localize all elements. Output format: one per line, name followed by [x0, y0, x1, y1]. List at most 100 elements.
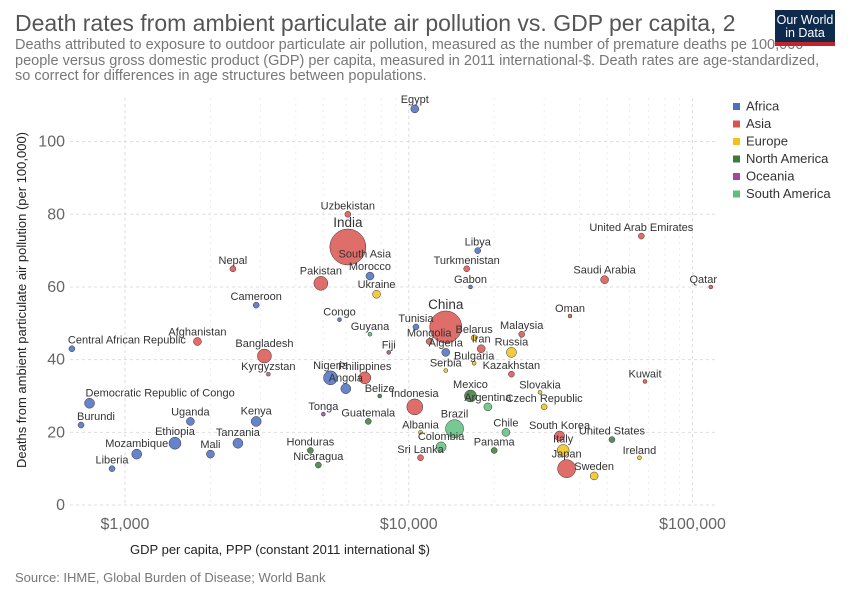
data-point[interactable]	[307, 447, 314, 454]
data-point[interactable]	[638, 232, 645, 240]
data-point[interactable]	[206, 449, 215, 459]
point-label: Japan	[552, 449, 582, 461]
legend-swatch	[733, 190, 740, 198]
data-point[interactable]	[540, 403, 548, 411]
data-point[interactable]	[425, 338, 433, 345]
data-point[interactable]	[367, 331, 373, 337]
data-point[interactable]	[435, 441, 447, 453]
data-point[interactable]	[418, 430, 423, 435]
chart-title: Death rates from ambient particulate air…	[15, 10, 736, 36]
data-point[interactable]	[131, 448, 142, 460]
data-point[interactable]	[372, 289, 381, 299]
data-point[interactable]	[518, 330, 525, 338]
point-label: Afghanistan	[168, 326, 226, 338]
data-point[interactable]	[410, 104, 420, 114]
point-label: Cameroon	[231, 291, 282, 303]
data-point[interactable]	[429, 310, 462, 344]
data-point[interactable]	[365, 418, 372, 425]
data-point[interactable]	[252, 301, 260, 309]
legend: Africa Asia Europe North America Oceania Sout…	[733, 99, 831, 201]
point-label: Mozambique	[105, 438, 168, 450]
data-point[interactable]	[554, 430, 565, 442]
data-point[interactable]	[266, 371, 271, 377]
legend-item[interactable]: South America	[746, 186, 831, 201]
data-point[interactable]	[567, 313, 573, 319]
data-point[interactable]	[642, 379, 648, 384]
point-label: Bangladesh	[235, 338, 293, 350]
point-label: Oman	[555, 303, 585, 315]
data-point[interactable]	[501, 428, 511, 437]
data-point[interactable]	[600, 275, 609, 284]
point-label: Ukraine	[358, 279, 396, 291]
point-label: United States	[579, 426, 646, 438]
legend-swatch	[733, 155, 740, 163]
data-point[interactable]	[412, 323, 420, 331]
point-label: Morocco	[349, 261, 391, 273]
data-point[interactable]	[386, 350, 391, 355]
data-point[interactable]	[257, 348, 272, 364]
data-point[interactable]	[340, 383, 352, 394]
data-point[interactable]	[329, 228, 367, 266]
data-point[interactable]	[441, 348, 450, 357]
data-point[interactable]	[337, 317, 342, 322]
data-point[interactable]	[68, 345, 76, 352]
point-label: Tonga	[308, 401, 339, 413]
data-point[interactable]	[84, 398, 95, 409]
data-point[interactable]	[443, 368, 448, 373]
data-point[interactable]	[537, 390, 543, 395]
data-point[interactable]	[463, 265, 470, 273]
data-point[interactable]	[406, 398, 424, 416]
point-label: China	[428, 297, 464, 312]
data-point[interactable]	[315, 461, 322, 469]
data-point[interactable]	[476, 344, 486, 353]
data-point[interactable]	[313, 276, 329, 291]
point-label: Kyrgyzstan	[241, 361, 295, 373]
point-label: Ethiopia	[155, 426, 196, 438]
point-label: Serbia	[430, 358, 463, 370]
data-point[interactable]	[556, 444, 570, 457]
data-point[interactable]	[471, 361, 477, 366]
data-point[interactable]	[637, 455, 642, 461]
data-point[interactable]	[344, 211, 352, 218]
data-point[interactable]	[186, 417, 195, 426]
data-point[interactable]	[250, 416, 262, 427]
data-point[interactable]	[229, 265, 237, 273]
data-point[interactable]	[358, 371, 372, 385]
data-point[interactable]	[377, 393, 382, 399]
data-point[interactable]	[608, 436, 616, 443]
data-point[interactable]	[168, 436, 182, 450]
y-tick-label: 40	[47, 352, 65, 369]
data-point[interactable]	[417, 454, 424, 462]
legend-item[interactable]: Oceania	[746, 169, 795, 184]
data-point[interactable]	[708, 284, 714, 290]
point-label: Uganda	[171, 406, 210, 418]
legend-item[interactable]: North America	[746, 151, 829, 166]
data-point[interactable]	[589, 471, 599, 481]
point-label: Uzbekistan	[321, 200, 375, 212]
data-point[interactable]	[470, 334, 478, 342]
data-point[interactable]	[464, 389, 477, 403]
data-point[interactable]	[506, 347, 517, 358]
legend-item[interactable]: Asia	[746, 116, 772, 131]
data-point[interactable]	[468, 284, 473, 290]
data-point[interactable]	[323, 370, 338, 386]
legend-item[interactable]: Europe	[746, 134, 788, 149]
legend-item[interactable]: Africa	[746, 99, 780, 114]
data-point[interactable]	[193, 337, 202, 346]
data-point[interactable]	[77, 421, 85, 429]
owid-logo[interactable]: Our World in Data	[775, 10, 835, 46]
data-point[interactable]	[474, 247, 481, 254]
data-point[interactable]	[365, 271, 375, 281]
data-point[interactable]	[490, 447, 498, 454]
data-point[interactable]	[483, 402, 493, 412]
point-label: Liberia	[95, 455, 129, 467]
data-point[interactable]	[508, 370, 515, 378]
data-point[interactable]	[232, 437, 244, 449]
data-point[interactable]	[321, 411, 326, 417]
point-label: Democratic Republic of Congo	[86, 387, 235, 399]
point-label: Nigeria	[313, 360, 349, 372]
data-point[interactable]	[557, 459, 576, 478]
data-point[interactable]	[108, 465, 116, 472]
x-tick-label: $10,000	[380, 516, 438, 533]
data-point[interactable]	[445, 419, 464, 438]
